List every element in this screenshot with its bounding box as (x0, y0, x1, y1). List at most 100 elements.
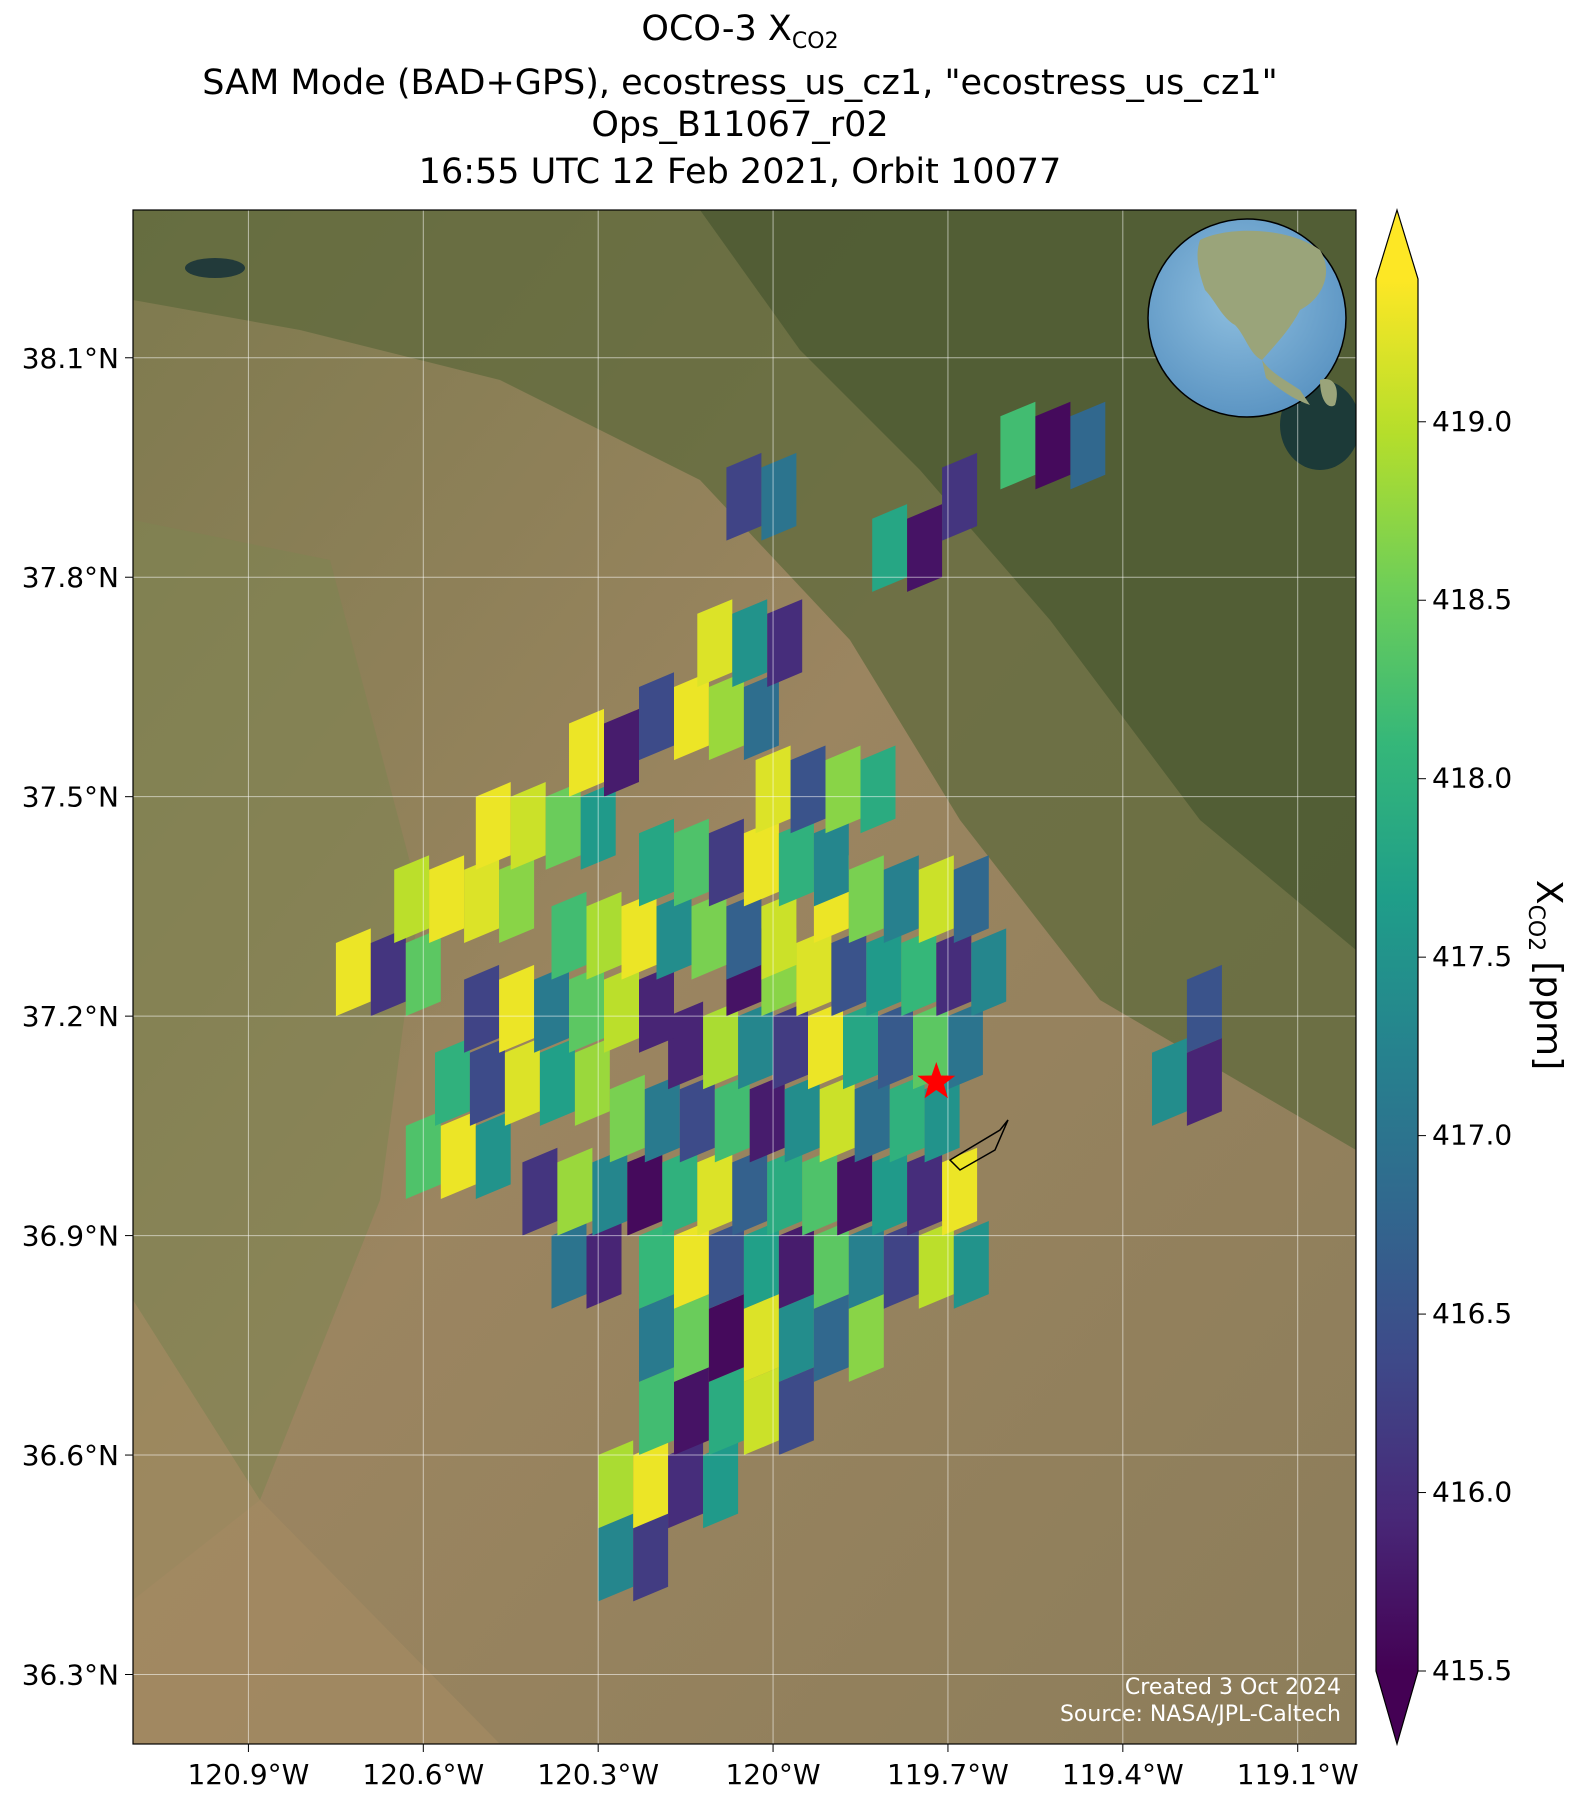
sounding-cell (784, 1074, 820, 1163)
colorbar-tick-label: 417.5 (1432, 940, 1512, 973)
sounding-cell (1035, 401, 1071, 490)
sounding-cell (370, 928, 406, 1017)
sounding-cell (872, 504, 908, 592)
colorbar-label-subscript: CO2 (1523, 905, 1548, 952)
sounding-cell (708, 672, 744, 761)
sounding-cell (749, 1074, 785, 1163)
sounding-cell (837, 1147, 873, 1236)
sounding-cell (708, 818, 744, 907)
sounding-cell (767, 1147, 803, 1236)
title-line: 16:55 UTC 12 Feb 2021, Orbit 10077 (419, 152, 1062, 192)
sounding-cell (639, 818, 674, 907)
map-frame (132, 209, 1357, 1745)
title-subscript: CO2 (792, 29, 839, 54)
sounding-cell (633, 1513, 669, 1602)
sounding-cell (778, 1367, 814, 1455)
sounding-cell (499, 855, 535, 943)
sounding-cell (732, 1147, 768, 1236)
soundings (335, 401, 1222, 1602)
sounding-cell (796, 928, 832, 1017)
sounding-cell (907, 1147, 943, 1236)
sounding-cell (813, 818, 849, 907)
sounding-cell (668, 1001, 704, 1090)
sounding-cell (598, 1513, 634, 1602)
sounding-cell (574, 1038, 610, 1126)
sounding-cell (674, 818, 709, 907)
sounding-cell (971, 928, 1007, 1017)
sounding-cell (708, 1367, 744, 1455)
sounding-cell (475, 1111, 511, 1199)
sounding-cell (674, 1367, 709, 1455)
sounding-cell (592, 1147, 628, 1236)
sounding-cell (1186, 1038, 1222, 1126)
sounding-cell (743, 672, 779, 761)
sounding-cell (639, 672, 674, 761)
sounding-cell (674, 672, 709, 761)
sounding-cell (639, 1294, 674, 1382)
sounding-cell (697, 599, 733, 687)
sounding-cell (1152, 1038, 1187, 1126)
sounding-cell (942, 1147, 978, 1236)
sounding-cell (743, 1367, 779, 1455)
sounding-cell (813, 1294, 849, 1382)
sounding-cell (475, 782, 511, 870)
sounding-cell (674, 1221, 709, 1309)
sounding-cell (662, 1147, 698, 1236)
coast-range (133, 1300, 500, 1744)
sounding-cell (394, 855, 430, 943)
sounding-cell (708, 1294, 744, 1382)
sounding-cell (1186, 964, 1222, 1053)
globe-inset (1147, 218, 1347, 418)
grid (133, 210, 1356, 1744)
central-valley (133, 520, 420, 1600)
y-tick-label: 38.1°N (22, 342, 119, 375)
y-tick-label: 37.2°N (22, 1000, 119, 1033)
south-america (1320, 379, 1337, 407)
sounding-cell (883, 855, 919, 943)
sounding-cell (697, 1147, 733, 1236)
colorbar-extend-min (1376, 1671, 1418, 1744)
sounding-cell (644, 1074, 680, 1163)
sounding-cell (586, 891, 622, 980)
x-tick-label: 119.1°W (1237, 1758, 1359, 1791)
sounding-cell (924, 1074, 960, 1163)
sounding-cell (907, 504, 943, 592)
sounding-cell (703, 1001, 739, 1090)
sounding-cell (551, 891, 587, 980)
sounding-cell (429, 855, 465, 943)
sounding-cell (586, 1221, 622, 1309)
sounding-cell (604, 708, 639, 797)
colorbar-label: XCO2 [ppm] (1523, 880, 1569, 1070)
title-line: Ops_B11067_r02 (591, 105, 888, 145)
sounding-cell (732, 599, 768, 687)
sounding-cell (598, 1440, 634, 1529)
title-line: OCO-3 XCO2 (641, 9, 838, 54)
sounding-cell (953, 1221, 989, 1309)
colorbar-label-symbol: X (1528, 880, 1569, 905)
sounding-cell (942, 452, 978, 541)
sounding-cell (761, 891, 797, 980)
sounding-cell (539, 1038, 575, 1126)
sounding-cell (609, 1074, 645, 1163)
sounding-cell (773, 1001, 808, 1090)
sounding-cell (569, 708, 604, 797)
target-star (917, 1062, 956, 1099)
sounding-cell (918, 1221, 954, 1309)
central-america (1262, 360, 1310, 405)
sounding-cell (778, 1221, 814, 1309)
sounding-cell (848, 1221, 884, 1309)
sounding-cell (656, 891, 692, 980)
colorbar-tick-label: 418.0 (1432, 762, 1512, 795)
annotation: Source: NASA/JPL-Caltech (1060, 1702, 1341, 1727)
sounding-cell (679, 1074, 715, 1163)
colorbar-tick-label: 416.5 (1432, 1297, 1512, 1330)
y-tick-label: 37.8°N (22, 561, 119, 594)
sounding-cell (767, 599, 803, 687)
sounding-cell (335, 928, 371, 1017)
sounding-cell (627, 1147, 663, 1236)
sounding-cell (778, 818, 814, 907)
sounding-cell (499, 964, 535, 1053)
y-tick-label: 36.9°N (22, 1220, 119, 1253)
sounding-cell (901, 928, 937, 1017)
